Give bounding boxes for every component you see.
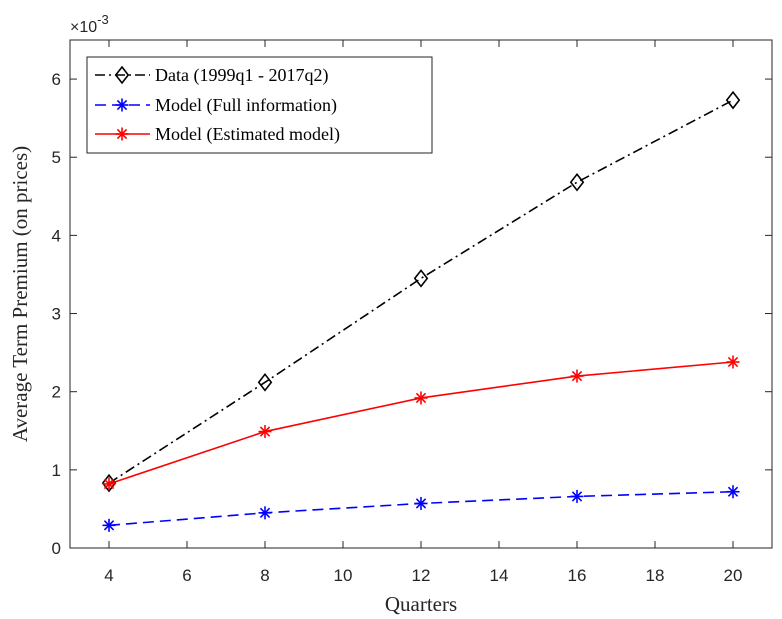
series-2-point bbox=[726, 355, 740, 369]
y-tick-label: 6 bbox=[52, 70, 61, 89]
series-0-point bbox=[725, 90, 741, 110]
legend-label-0: Data (1999q1 - 2017q2) bbox=[155, 65, 328, 86]
legend-label-1: Model (Full information) bbox=[155, 95, 337, 116]
plot-frame bbox=[69, 39, 773, 549]
series-1-point bbox=[258, 506, 272, 520]
x-tick-label: 10 bbox=[334, 566, 353, 585]
series-line-0 bbox=[108, 99, 734, 484]
y-exponent-label: ×10-3 bbox=[70, 12, 109, 36]
legend-marker-0 bbox=[114, 65, 130, 85]
x-tick-label: 20 bbox=[724, 566, 743, 585]
y-tick-label: 4 bbox=[52, 226, 61, 245]
series-1-point bbox=[102, 518, 116, 532]
y-tick-label: 1 bbox=[52, 461, 61, 480]
series-0-point bbox=[257, 373, 273, 392]
series-layer bbox=[101, 90, 741, 532]
series-1-point bbox=[414, 496, 428, 510]
series-2-point bbox=[414, 391, 428, 405]
legend-marker-2 bbox=[115, 127, 129, 141]
series-0-point bbox=[569, 172, 585, 192]
legend: Data (1999q1 - 2017q2) Model (Full inform… bbox=[86, 56, 433, 154]
legend-box bbox=[86, 56, 433, 154]
series-0-point bbox=[413, 269, 429, 288]
series-2-point bbox=[258, 425, 272, 439]
y-axis-title: Average Term Premium (on prices) bbox=[8, 146, 32, 442]
series-2-point bbox=[570, 369, 584, 383]
series-1-point bbox=[726, 485, 740, 499]
x-tick-label: 18 bbox=[646, 566, 665, 585]
y-tick-label: 0 bbox=[52, 539, 61, 558]
y-tick-label: 3 bbox=[52, 305, 61, 324]
legend-label-2: Model (Estimated model) bbox=[155, 124, 340, 145]
x-tick-label: 16 bbox=[568, 566, 587, 585]
x-axis-title: Quarters bbox=[385, 592, 457, 616]
x-tick-label: 4 bbox=[104, 566, 113, 585]
y-tick-label: 2 bbox=[52, 383, 61, 402]
x-tick-label: 14 bbox=[490, 566, 509, 585]
series-2-point bbox=[102, 477, 116, 491]
y-exponent-base: ×10 bbox=[70, 19, 97, 36]
y-tick-label: 5 bbox=[52, 148, 61, 167]
y-exponent-power: -3 bbox=[97, 12, 109, 27]
series-1-point bbox=[570, 489, 584, 503]
x-tick-label: 6 bbox=[182, 566, 191, 585]
x-tick-label: 8 bbox=[260, 566, 269, 585]
x-tick-label: 12 bbox=[412, 566, 431, 585]
legend-marker-1 bbox=[115, 98, 129, 112]
